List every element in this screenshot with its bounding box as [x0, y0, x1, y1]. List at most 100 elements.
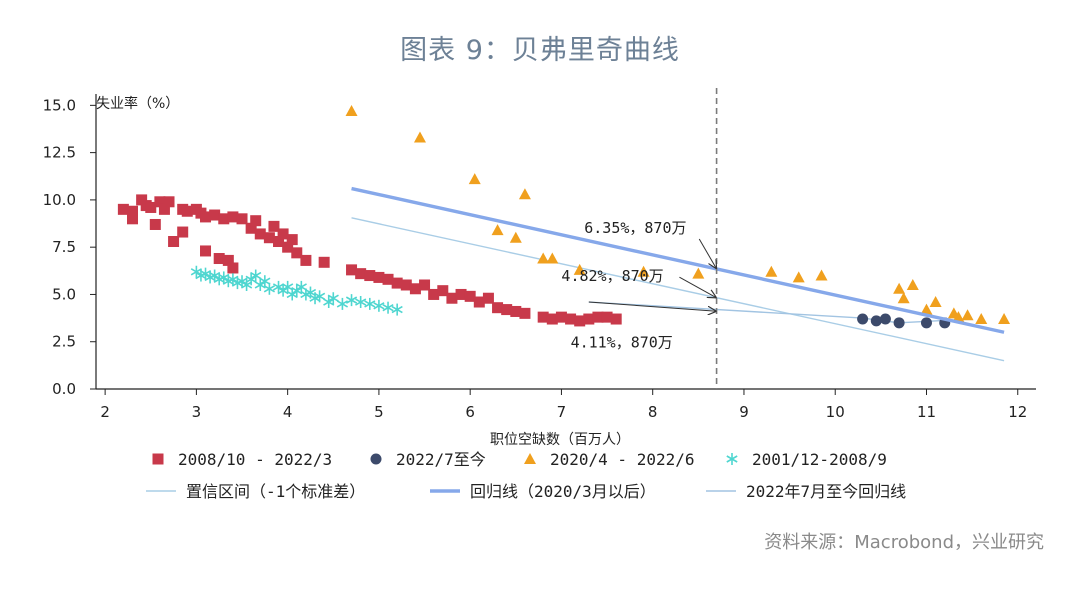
y-tick-label: 0.0: [52, 380, 76, 398]
data-point-asterisk: [364, 297, 376, 310]
annotation-text: 6.35%，870万: [584, 219, 686, 237]
data-point-square: [428, 288, 440, 300]
data-point-square: [273, 236, 285, 247]
data-point-circle: [879, 313, 891, 325]
legend-marker-triangle: [524, 453, 536, 464]
data-point-square: [149, 218, 161, 230]
data-point-square: [537, 311, 549, 323]
x-axis-label: 职位空缺数（百万人）: [490, 432, 630, 448]
data-point-triangle: [518, 188, 531, 200]
legend-label: 2020/4 - 2022/6: [550, 450, 695, 469]
x-tick-label: 12: [1008, 403, 1027, 421]
data-point-square: [318, 256, 330, 268]
data-point-square: [565, 313, 577, 325]
data-point-square: [574, 315, 586, 327]
data-point-square: [200, 245, 212, 257]
data-point-square: [291, 247, 303, 259]
data-point-triangle: [792, 271, 805, 283]
data-point-square: [154, 196, 166, 208]
data-point-square: [282, 241, 294, 253]
data-point-asterisk: [209, 269, 221, 282]
data-point-square: [209, 209, 221, 221]
y-tick-label: 10.0: [43, 191, 76, 209]
annotation-text: 4.82%，870万: [561, 267, 663, 285]
data-point-square: [263, 232, 275, 244]
data-point-asterisk: [286, 288, 298, 301]
data-points: [117, 105, 1011, 329]
data-point-triangle: [345, 105, 358, 117]
data-point-triangle: [897, 292, 910, 304]
data-point-square: [546, 313, 558, 325]
data-point-square: [268, 220, 280, 232]
data-point-asterisk: [336, 297, 349, 310]
data-point-asterisk: [227, 273, 239, 286]
data-point-square: [519, 307, 531, 319]
data-point-circle: [857, 313, 869, 325]
y-tick-label: 2.5: [52, 333, 76, 351]
data-point-square: [437, 285, 449, 297]
data-point-triangle: [692, 267, 705, 279]
data-point-square: [391, 277, 403, 289]
data-point-asterisk: [327, 292, 339, 305]
data-point-square: [218, 213, 230, 225]
legend: 2008/10 - 2022/3 2022/7至今 2020/4 - 2022/6 2…: [146, 450, 906, 501]
y-tick-label: 5.0: [52, 285, 76, 303]
legend-marker-square: [152, 453, 164, 465]
data-point-triangle: [906, 278, 919, 290]
data-point-asterisk: [391, 303, 403, 316]
legend-marker-circle: [370, 453, 382, 465]
data-point-asterisk: [323, 296, 335, 309]
data-point-square: [610, 313, 622, 325]
data-point-triangle: [998, 313, 1011, 325]
data-point-square: [117, 203, 129, 215]
data-point-asterisk: [245, 273, 257, 286]
data-point-square: [177, 226, 189, 238]
data-point-triangle: [920, 303, 933, 315]
data-point-asterisk: [382, 301, 394, 314]
confidence-band-line: [351, 217, 1005, 362]
annotations: 6.35%，870万 4.82%，870万 4.11%，870万: [561, 219, 716, 351]
regression-line: [351, 186, 1005, 334]
legend-label: 2022/7至今: [396, 450, 486, 469]
annotation-text: 4.11%，870万: [571, 333, 673, 351]
data-point-square: [136, 194, 148, 206]
data-point-triangle: [537, 252, 550, 264]
y-tick-label: 15.0: [43, 96, 76, 114]
data-point-square: [446, 292, 458, 304]
data-point-circle: [870, 315, 882, 327]
data-point-square: [181, 205, 193, 217]
data-point-asterisk: [218, 271, 230, 284]
data-point-square: [464, 290, 476, 302]
x-tick-label: 4: [283, 403, 293, 421]
x-tick-label: 5: [374, 403, 384, 421]
legend-label: 回归线（2020/3月以后）: [470, 482, 656, 501]
data-point-triangle: [546, 252, 559, 264]
annotation-arrow: [679, 276, 716, 298]
data-point-square: [250, 215, 262, 227]
data-point-asterisk: [199, 267, 212, 280]
regression-line-path: [351, 186, 1005, 334]
data-point-square: [227, 262, 239, 274]
data-point-square: [200, 211, 212, 223]
data-point-asterisk: [295, 280, 307, 293]
x-tick-label: 8: [648, 403, 658, 421]
data-point-square: [245, 222, 257, 234]
y-tick-label: 12.5: [43, 144, 76, 162]
x-tick-label: 3: [192, 403, 202, 421]
x-tick-label: 7: [557, 403, 567, 421]
y-tick-label: 7.5: [52, 238, 76, 256]
data-point-triangle: [815, 269, 828, 281]
data-point-square: [213, 253, 225, 265]
legend-label: 置信区间（-1个标准差）: [186, 482, 365, 501]
data-point-square: [400, 279, 412, 291]
data-point-triangle: [975, 313, 988, 325]
x-tick-label: 9: [739, 403, 749, 421]
legend-label: 2022年7月至今回归线: [746, 482, 906, 501]
data-point-asterisk: [282, 280, 294, 293]
axes: 2 3 4 5 6 7 8 9 10 11 12 0.0 2.5 5.0 7.5 10.0 12.5 15.0 失业…: [43, 94, 1036, 448]
x-tick-label: 2: [100, 403, 110, 421]
data-point-square: [583, 313, 595, 325]
data-point-triangle: [961, 309, 974, 321]
x-tick-label: 6: [465, 403, 475, 421]
